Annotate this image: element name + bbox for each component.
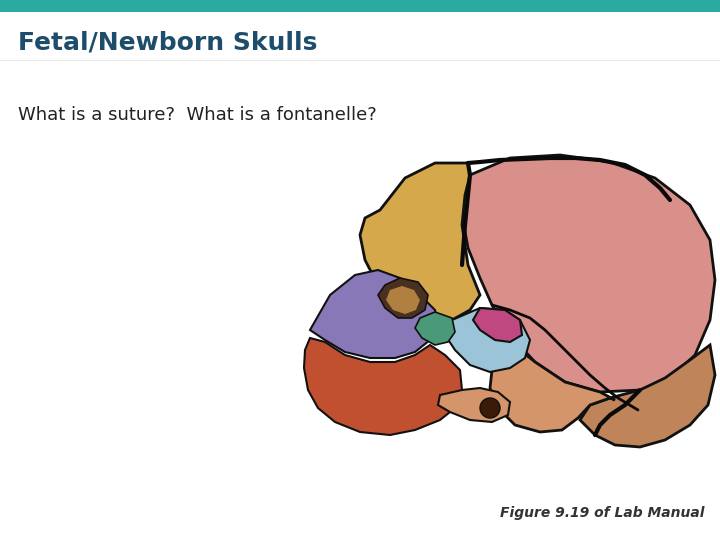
Circle shape — [480, 398, 500, 418]
Bar — [0, 0, 720, 12]
Polygon shape — [415, 312, 455, 345]
Polygon shape — [462, 155, 715, 392]
Polygon shape — [304, 338, 462, 435]
Polygon shape — [490, 350, 615, 432]
Polygon shape — [473, 308, 522, 342]
Polygon shape — [310, 270, 438, 358]
Polygon shape — [378, 278, 428, 318]
Polygon shape — [386, 286, 420, 314]
Polygon shape — [360, 163, 480, 320]
Text: Figure 9.19 of Lab Manual: Figure 9.19 of Lab Manual — [500, 506, 705, 520]
Polygon shape — [438, 388, 510, 422]
Polygon shape — [445, 308, 530, 372]
Text: What is a suture?  What is a fontanelle?: What is a suture? What is a fontanelle? — [18, 106, 377, 124]
Polygon shape — [580, 345, 715, 447]
Text: Fetal/Newborn Skulls: Fetal/Newborn Skulls — [18, 30, 318, 54]
